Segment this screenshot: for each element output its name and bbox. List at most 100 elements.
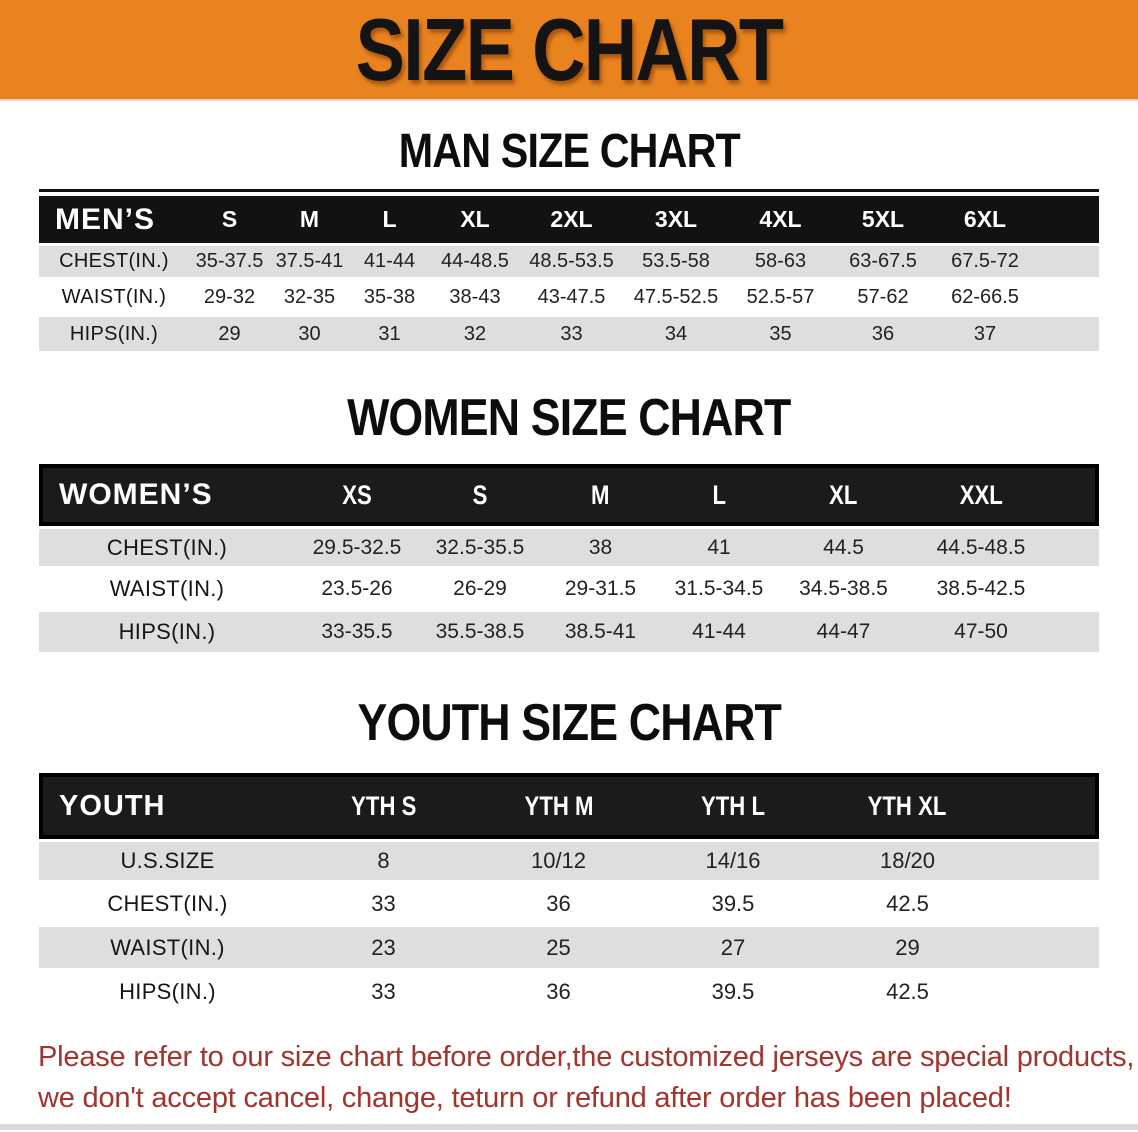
size-value-cell: 30	[270, 317, 349, 354]
size-value-cell: 47-50	[909, 612, 1053, 655]
size-value-cell: 38.5-42.5	[909, 569, 1053, 612]
youth-size-table: YOUTH YTH S YTH M YTH L YTH XL U.S.SIZE 8 10/12…	[39, 773, 1099, 1015]
youth-column-header: YTH L	[646, 773, 820, 839]
row-label: WAIST(IN.)	[39, 927, 296, 971]
size-value-cell: 31	[349, 317, 430, 354]
size-column-label: YTH L	[701, 790, 765, 821]
women-column-header: XL	[778, 464, 909, 526]
size-value-cell: 23.5-26	[295, 569, 419, 612]
size-value-cell: 62-66.5	[934, 280, 1036, 317]
size-column-label: 5XL	[861, 206, 905, 232]
men-column-header: XL	[430, 196, 520, 243]
row-spacer	[1053, 569, 1099, 612]
size-value-cell: 31.5-34.5	[660, 569, 778, 612]
men-column-header: S	[189, 196, 270, 243]
youth-heading-text: YOUTH SIZE CHART	[357, 694, 781, 752]
youth-header-row: YOUTH YTH S YTH M YTH L YTH XL	[39, 773, 1099, 839]
size-value-cell: 42.5	[820, 883, 995, 927]
size-column-label: L	[712, 479, 726, 510]
size-value-cell: 33	[296, 883, 471, 927]
size-value-cell: 43-47.5	[520, 280, 623, 317]
women-section-heading: WOMEN SIZE CHART	[0, 390, 1138, 446]
size-value-cell: 35-37.5	[189, 243, 270, 280]
size-value-cell: 44-47	[778, 612, 909, 655]
size-value-cell: 44.5	[778, 526, 909, 569]
men-section-heading: MAN SIZE CHART	[0, 125, 1138, 179]
size-value-cell: 36	[832, 317, 934, 354]
row-spacer	[1053, 612, 1099, 655]
banner: SIZE CHART	[0, 0, 1138, 101]
size-value-cell: 34.5-38.5	[778, 569, 909, 612]
men-table-row: HIPS(IN.) 29 30 31 32 33 34 35 36 37	[39, 317, 1099, 354]
size-column-label: YTH S	[350, 790, 417, 821]
size-value-cell: 41-44	[349, 243, 430, 280]
youth-corner-label: YOUTH	[39, 773, 296, 839]
size-value-cell: 33-35.5	[295, 612, 419, 655]
size-value-cell: 38.5-41	[541, 612, 660, 655]
size-value-cell: 26-29	[419, 569, 541, 612]
size-column-label: XS	[342, 479, 372, 510]
row-label: CHEST(IN.)	[39, 243, 189, 280]
bottom-edge-strip	[0, 1124, 1138, 1130]
youth-table-row: WAIST(IN.) 23 25 27 29	[39, 927, 1099, 971]
size-value-cell: 67.5-72	[934, 243, 1036, 280]
row-spacer	[995, 971, 1099, 1015]
size-column-label: 3XL	[654, 206, 698, 232]
size-value-cell: 25	[471, 927, 646, 971]
men-column-header: 2XL	[520, 196, 623, 243]
size-column-label: S	[472, 479, 488, 510]
row-label: CHEST(IN.)	[39, 883, 296, 927]
disclaimer-line-2: we don't accept cancel, change, teturn o…	[38, 1082, 1012, 1114]
men-column-header: 6XL	[934, 196, 1036, 243]
men-table-row: WAIST(IN.) 29-32 32-35 35-38 38-43 43-47.5 47.…	[39, 280, 1099, 317]
men-size-table: MEN’S S M L XL 2XL 3XL 4XL 5XL 6XL CHEST(IN.) 35-37…	[39, 196, 1099, 354]
disclaimer: Please refer to our size chart before or…	[38, 1037, 1138, 1119]
women-size-table: WOMEN’S XS S M L XL XXL CHEST(IN.) 29.5-32.5 32.5…	[39, 464, 1099, 655]
size-column-label: YTH XL	[868, 790, 947, 821]
size-value-cell: 35.5-38.5	[419, 612, 541, 655]
size-value-cell: 29.5-32.5	[295, 526, 419, 569]
row-label: HIPS(IN.)	[39, 971, 296, 1015]
row-spacer	[1036, 243, 1099, 280]
youth-table-row: HIPS(IN.) 33 36 39.5 42.5	[39, 971, 1099, 1015]
size-value-cell: 29-31.5	[541, 569, 660, 612]
men-table-row: CHEST(IN.) 35-37.5 37.5-41 41-44 44-48.5 48.5…	[39, 243, 1099, 280]
size-value-cell: 27	[646, 927, 820, 971]
row-label: WAIST(IN.)	[39, 280, 189, 317]
size-value-cell: 41	[660, 526, 778, 569]
size-column-label: 2XL	[550, 206, 593, 232]
size-value-cell: 39.5	[646, 971, 820, 1015]
youth-table-row: U.S.SIZE 8 10/12 14/16 18/20	[39, 839, 1099, 883]
size-column-label: M	[299, 206, 320, 232]
size-column-label: XXL	[959, 479, 1003, 510]
size-value-cell: 37	[934, 317, 1036, 354]
size-value-cell: 32.5-35.5	[419, 526, 541, 569]
men-header-row: MEN’S S M L XL 2XL 3XL 4XL 5XL 6XL	[39, 196, 1099, 243]
size-value-cell: 29	[189, 317, 270, 354]
size-value-cell: 33	[296, 971, 471, 1015]
women-header-row: WOMEN’S XS S M L XL XXL	[39, 464, 1099, 526]
men-column-header: 5XL	[832, 196, 934, 243]
youth-table-row: CHEST(IN.) 33 36 39.5 42.5	[39, 883, 1099, 927]
men-column-header: 3XL	[623, 196, 729, 243]
women-column-header: S	[419, 464, 541, 526]
row-spacer	[995, 883, 1099, 927]
size-value-cell: 48.5-53.5	[520, 243, 623, 280]
size-column-label: XL	[829, 479, 858, 510]
women-corner-label: WOMEN’S	[39, 464, 295, 526]
women-column-header: XS	[295, 464, 419, 526]
size-column-label: L	[382, 206, 397, 232]
size-value-cell: 18/20	[820, 839, 995, 883]
women-table-row: CHEST(IN.) 29.5-32.5 32.5-35.5 38 41 44.5 44.5…	[39, 526, 1099, 569]
row-spacer	[1036, 280, 1099, 317]
youth-column-header: YTH M	[471, 773, 646, 839]
size-value-cell: 38-43	[430, 280, 520, 317]
size-value-cell: 33	[520, 317, 623, 354]
men-column-header: M	[270, 196, 349, 243]
size-column-label: YTH M	[524, 790, 593, 821]
size-value-cell: 42.5	[820, 971, 995, 1015]
header-spacer	[1036, 196, 1099, 243]
size-value-cell: 38	[541, 526, 660, 569]
size-value-cell: 23	[296, 927, 471, 971]
